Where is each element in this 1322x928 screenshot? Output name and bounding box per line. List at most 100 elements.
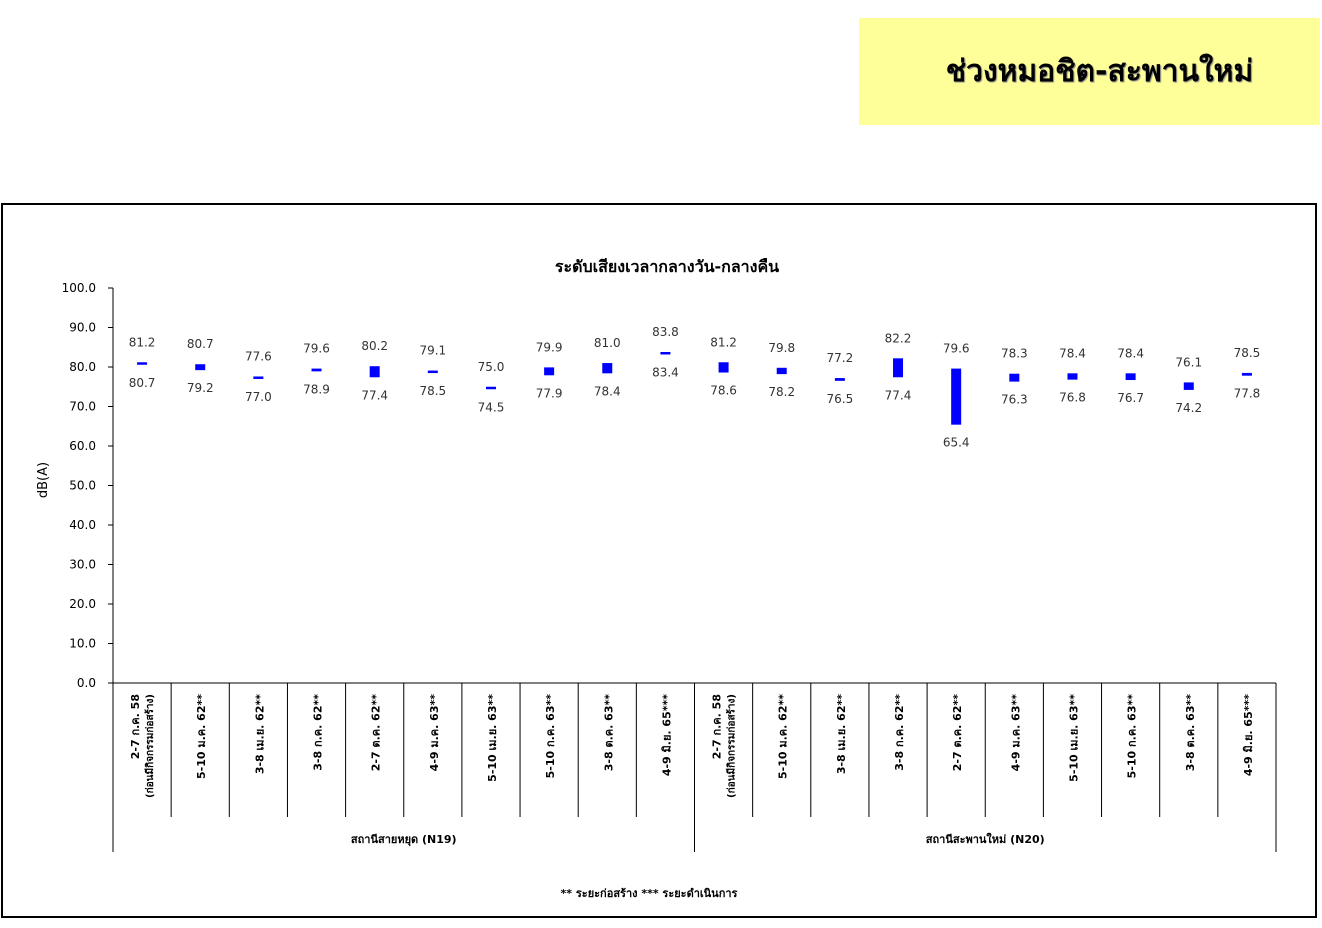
max-value-label: 81.2 xyxy=(129,335,156,349)
max-value-label: 78.5 xyxy=(1234,346,1261,360)
chart-frame: ระดับเสียงเวลากลางวัน-กลางคืน 0.0 10.0 20.0… xyxy=(1,203,1317,918)
max-value-label: 81.2 xyxy=(710,335,737,349)
chart-title: ระดับเสียงเวลากลางวัน-กลางคืน xyxy=(555,257,779,276)
max-value-label: 78.3 xyxy=(1001,347,1028,361)
max-value-label: 79.6 xyxy=(943,342,970,356)
range-bar xyxy=(544,367,555,376)
y-tick-label: 70.0 xyxy=(69,400,96,414)
max-value-label: 77.6 xyxy=(245,349,272,363)
max-value-label: 79.6 xyxy=(303,342,330,356)
category-label: 3-8 เม.ย. 62** xyxy=(253,694,266,774)
range-bar xyxy=(195,364,206,371)
max-value-label: 75.0 xyxy=(478,360,505,374)
category-label: 2-7 ต.ค. 62** xyxy=(951,694,964,771)
y-tick-label: 0.0 xyxy=(77,676,96,690)
min-value-label: 78.5 xyxy=(419,384,446,398)
min-value-label: 74.2 xyxy=(1175,401,1202,415)
category-label: 5-10 เม.ย. 63** xyxy=(1067,694,1080,782)
min-value-label: 76.3 xyxy=(1001,393,1028,407)
range-bar xyxy=(369,366,380,378)
max-value-label: 79.8 xyxy=(768,341,795,355)
range-bar xyxy=(602,363,613,374)
y-tick-label: 60.0 xyxy=(69,439,96,453)
min-value-label: 78.6 xyxy=(710,384,737,398)
range-bar xyxy=(311,368,322,372)
range-bar xyxy=(485,386,496,390)
category-sublabel: (ก่อนมีกิจกรรมก่อสร้าง) xyxy=(144,694,156,798)
max-value-label: 76.1 xyxy=(1175,355,1202,369)
range-bar xyxy=(660,351,671,355)
category-label: 5-10 ม.ค. 62** xyxy=(777,694,790,779)
category-label: 4-9 มิ.ย. 65*** xyxy=(1242,694,1255,776)
min-value-label: 80.7 xyxy=(129,376,156,390)
range-bar xyxy=(1125,373,1136,381)
group-label: สถานีสายหยุด (N19) xyxy=(351,833,457,847)
y-tick-label: 50.0 xyxy=(69,479,96,493)
header-box: ช่วงหมอชิต-สะพานใหม่ xyxy=(859,18,1320,125)
min-value-label: 76.5 xyxy=(827,392,854,406)
min-value-label: 65.4 xyxy=(943,436,970,450)
category-sublabel: (ก่อนมีกิจกรรมก่อสร้าง) xyxy=(726,694,738,798)
max-value-label: 78.4 xyxy=(1117,346,1144,360)
max-value-label: 83.8 xyxy=(652,325,679,339)
min-value-label: 77.0 xyxy=(245,390,272,404)
min-value-label: 76.7 xyxy=(1117,391,1144,405)
y-tick-label: 100.0 xyxy=(62,281,96,295)
range-bar xyxy=(1009,373,1020,382)
min-value-label: 77.4 xyxy=(361,388,388,402)
category-label: 2-7 ต.ค. 62** xyxy=(370,694,383,771)
min-value-label: 77.8 xyxy=(1234,387,1261,401)
range-bar xyxy=(951,368,962,425)
category-label: 3-8 ก.ค. 62** xyxy=(312,694,325,771)
category-label: 3-8 ต.ค. 63** xyxy=(602,694,615,771)
group-label: สถานีสะพานใหม่ (N20) xyxy=(926,832,1045,846)
noise-level-chart: ระดับเสียงเวลากลางวัน-กลางคืน 0.0 10.0 20.0… xyxy=(36,257,1277,900)
min-value-label: 78.9 xyxy=(303,382,330,396)
category-label: 3-8 ก.ค. 62** xyxy=(893,694,906,771)
max-value-label: 80.7 xyxy=(187,337,214,351)
range-bar xyxy=(718,362,729,373)
max-value-label: 79.1 xyxy=(419,344,446,358)
category-label: 2-7 ก.ค. 58 xyxy=(129,694,142,759)
y-tick-label: 80.0 xyxy=(69,360,96,374)
max-value-label: 80.2 xyxy=(361,339,388,353)
category-label: 5-10 ก.ค. 63** xyxy=(1126,694,1139,779)
category-label: 4-9 ม.ค. 63** xyxy=(1009,694,1022,772)
range-bar xyxy=(137,362,148,365)
range-bar xyxy=(776,367,787,375)
max-value-label: 78.4 xyxy=(1059,346,1086,360)
category-label: 3-8 ต.ค. 63** xyxy=(1184,694,1197,771)
min-value-label: 78.4 xyxy=(594,384,621,398)
max-value-label: 81.0 xyxy=(594,336,621,350)
min-value-label: 74.5 xyxy=(478,400,505,414)
range-bar xyxy=(1241,372,1252,376)
category-label: 5-10 ม.ค. 62** xyxy=(195,694,208,779)
min-value-label: 79.2 xyxy=(187,381,214,395)
y-axis-label: dB(A) xyxy=(36,462,51,498)
range-bar xyxy=(834,378,845,381)
y-tick-label: 40.0 xyxy=(69,518,96,532)
range-bar xyxy=(253,376,264,379)
range-bar xyxy=(427,370,438,374)
category-label: 4-9 ม.ค. 63** xyxy=(428,694,441,772)
min-value-label: 77.4 xyxy=(885,388,912,402)
category-label: 3-8 เม.ย. 62** xyxy=(835,694,848,774)
min-value-label: 77.9 xyxy=(536,386,563,400)
max-value-label: 79.9 xyxy=(536,340,563,354)
range-bar xyxy=(893,358,904,378)
page-title: ช่วงหมอชิต-สะพานใหม่ xyxy=(945,54,1254,89)
min-value-label: 76.8 xyxy=(1059,391,1086,405)
y-tick-label: 20.0 xyxy=(69,597,96,611)
category-label: 2-7 ก.ค. 58 xyxy=(711,694,724,759)
footnote: ** ระยะก่อสร้าง *** ระยะดำเนินการ xyxy=(561,887,738,900)
y-tick-label: 30.0 xyxy=(69,558,96,572)
category-label: 4-9 มิ.ย. 65*** xyxy=(660,694,673,776)
y-tick-label: 90.0 xyxy=(69,321,96,335)
max-value-label: 77.2 xyxy=(827,351,854,365)
range-bar xyxy=(1183,382,1194,390)
min-value-label: 83.4 xyxy=(652,365,679,379)
category-label: 5-10 เม.ย. 63** xyxy=(486,694,499,782)
category-label: 5-10 ก.ค. 63** xyxy=(544,694,557,779)
max-value-label: 82.2 xyxy=(885,331,912,345)
min-value-label: 78.2 xyxy=(768,385,795,399)
